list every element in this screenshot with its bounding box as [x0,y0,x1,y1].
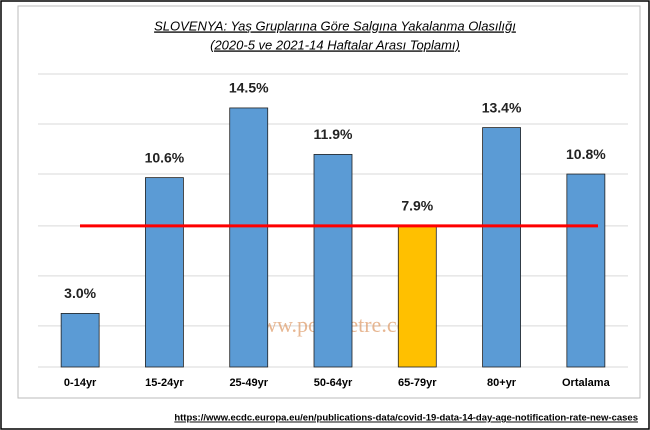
value-label: 10.6% [145,149,185,165]
source: https://www.ecdc.europa.eu/en/publicatio… [174,413,638,424]
x-tick-label: 0-14yr [64,377,97,389]
x-tick-label: 65-79yr [398,377,437,389]
x-tick-label: 25-49yr [229,377,268,389]
bar [566,173,606,368]
value-label: 10.8% [566,146,606,162]
value-label: 3.0% [64,285,96,301]
x-tick-label: 15-24yr [145,377,184,389]
bar [482,127,521,368]
x-tick-label: Ortalama [562,377,611,389]
x-tick-label: 80+yr [487,377,517,389]
bar [145,177,184,368]
bar [229,107,269,368]
value-label: 13.4% [482,99,522,115]
chart-title: SLOVENYA: Yaş Gruplarına Göre Salgına Ya… [154,18,516,33]
x-tick-label: 50-64yr [314,377,353,389]
value-label: 11.9% [314,126,353,142]
bar [313,153,353,368]
bar [60,313,100,368]
value-label: 7.9% [401,198,433,214]
bar [397,225,437,368]
chart-subtitle: (2020-5 ve 2021-14 Haftalar Arası Toplam… [210,37,460,52]
value-label: 14.5% [229,80,269,96]
